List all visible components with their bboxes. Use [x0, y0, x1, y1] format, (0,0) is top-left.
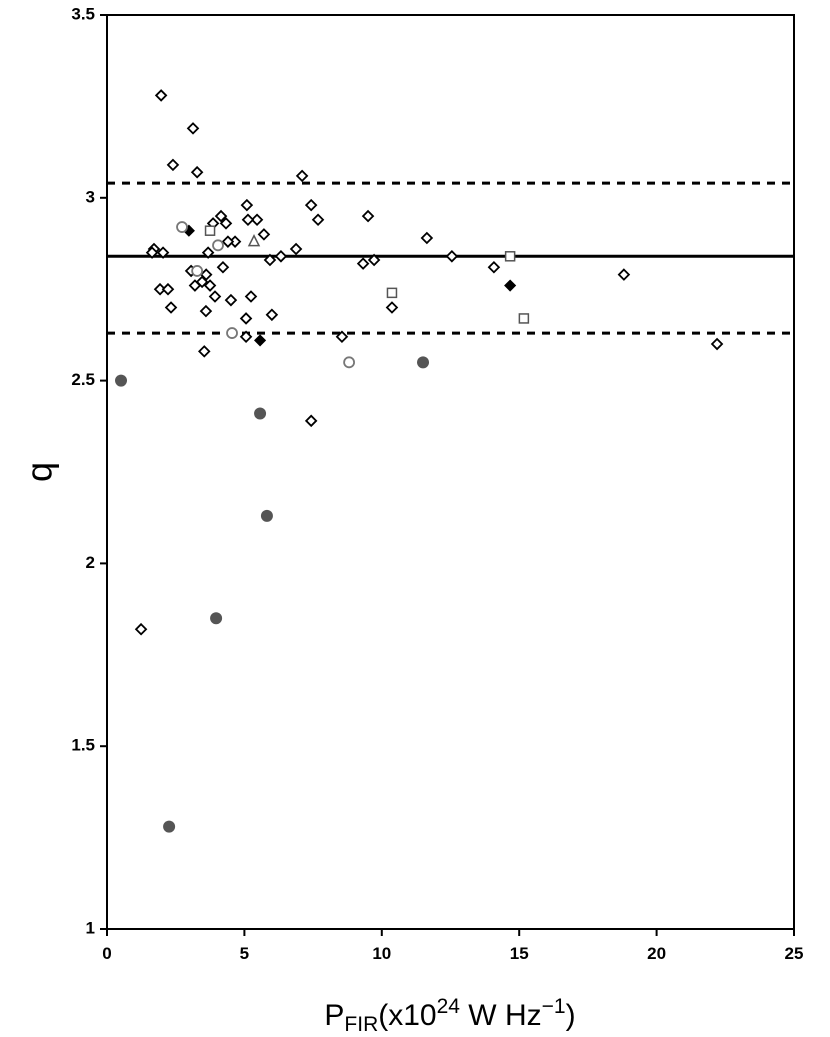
diamond-point: [153, 282, 167, 296]
x-label-part: (x10: [378, 999, 436, 1032]
diamond-point: [250, 213, 264, 227]
plot-frame: [106, 14, 795, 930]
diamond-point: [263, 253, 277, 267]
diamond-point: [265, 308, 279, 322]
filled-diamond-point: [254, 334, 267, 347]
x-label-part: −1: [542, 995, 566, 1018]
diamond-point: [445, 250, 459, 263]
filled-circle-point: [210, 612, 223, 625]
filled-diamond-point: [504, 279, 517, 292]
x-label-part: 24: [437, 995, 461, 1018]
diamond-point: [420, 231, 434, 245]
y-tick-label: 2: [86, 553, 95, 572]
diamond-point: [710, 337, 724, 351]
diamond-point: [198, 345, 211, 358]
diamond-point: [186, 122, 200, 135]
circle-point: [343, 356, 355, 369]
diamond-point: [356, 257, 370, 270]
triangle-point: [247, 233, 261, 247]
diamond-point: [199, 304, 213, 318]
square-point: [504, 251, 516, 262]
x-axis-label: PFIR(x1024 W Hz−1): [324, 995, 575, 1036]
diamond-point: [295, 169, 309, 183]
diamond-point: [241, 213, 255, 227]
diamond-point: [239, 330, 253, 344]
diamond-point: [156, 246, 170, 259]
diamond-point: [199, 268, 213, 281]
x-label-part: P: [324, 999, 344, 1032]
x-label-part: W Hz: [460, 999, 542, 1032]
diamond-point: [304, 198, 318, 212]
filled-circle-point: [254, 407, 267, 420]
x-tick-label: 5: [240, 944, 249, 963]
x-tick-label: 15: [510, 944, 529, 963]
diamond-point: [224, 293, 238, 307]
diamond-point: [304, 414, 318, 428]
diamond-point: [289, 242, 303, 256]
diamond-point: [145, 246, 159, 259]
diamond-point: [335, 330, 349, 344]
diamond-point: [188, 279, 202, 292]
diamond-point: [216, 260, 230, 274]
diamond-point: [361, 209, 375, 223]
diamond-point: [274, 250, 288, 263]
diamond-point: [487, 260, 501, 274]
circle-point: [226, 327, 238, 339]
diamond-point: [257, 228, 271, 241]
filled-circle-point: [115, 374, 128, 387]
x-tick-label: 10: [372, 944, 391, 963]
diamond-point: [134, 622, 148, 636]
x-tick-label: 25: [785, 944, 804, 963]
filled-circle-point: [260, 509, 273, 522]
diamond-point: [385, 301, 399, 314]
diamond-point: [617, 268, 631, 281]
diamond-point: [221, 235, 235, 248]
filled-circle-point: [163, 820, 176, 833]
diamond-point: [166, 158, 180, 172]
y-tick-label: 2.5: [71, 370, 95, 389]
diamond-point: [161, 282, 175, 296]
y-tick-label: 1.5: [71, 736, 95, 755]
square-point: [518, 313, 530, 324]
diamond-point: [367, 253, 381, 267]
diamond-point: [214, 209, 228, 223]
y-axis-label: q: [19, 462, 60, 482]
diamond-point: [240, 198, 254, 212]
y-tick-label: 3.5: [71, 4, 95, 23]
diamond-point: [208, 290, 222, 303]
diamond-point: [190, 165, 204, 179]
x-label-part: FIR: [344, 1013, 378, 1036]
y-tick-label: 1: [86, 918, 95, 937]
diamond-point: [154, 89, 168, 102]
diamond-point: [201, 246, 215, 259]
diamond-point: [219, 217, 233, 230]
filled-circle-point: [417, 356, 430, 369]
circle-point: [212, 239, 224, 252]
x-label-part: ): [566, 999, 576, 1032]
diamond-point: [203, 279, 217, 292]
diamond-point: [239, 312, 253, 325]
x-tick-label: 0: [102, 944, 111, 963]
diamond-point: [311, 213, 325, 227]
x-tick-label: 20: [647, 944, 666, 963]
circle-point: [191, 265, 204, 277]
square-point: [386, 287, 398, 299]
y-tick-label: 3: [86, 187, 95, 206]
square-point: [204, 225, 216, 236]
diamond-point: [164, 301, 178, 314]
diamond-point: [244, 290, 258, 303]
circle-point: [176, 221, 188, 233]
